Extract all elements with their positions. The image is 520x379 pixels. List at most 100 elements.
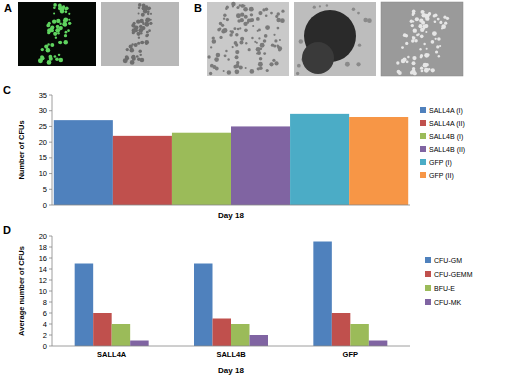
x-axis xyxy=(52,346,410,347)
photo-cell xyxy=(276,18,280,22)
photo-cell xyxy=(209,72,212,75)
y-axis-title: Average number of CFUs xyxy=(17,246,26,336)
photo-cell xyxy=(223,70,225,72)
photo-cell xyxy=(47,60,52,65)
photo-cell xyxy=(418,24,422,28)
photo-cell xyxy=(245,42,247,44)
photo-cell xyxy=(252,25,254,27)
legend: CFU-GMCFU-GEMMBFU-ECFU-MK xyxy=(425,257,473,306)
y-tick-label: 20 xyxy=(39,232,47,241)
photo-cell xyxy=(412,10,416,14)
photo-cell xyxy=(278,49,280,51)
photo-cell xyxy=(214,57,219,62)
photo-cell xyxy=(412,56,416,60)
photo-cell xyxy=(277,45,280,48)
photo-cell xyxy=(425,16,429,20)
photo-cell xyxy=(435,38,437,40)
photo-cell xyxy=(431,40,435,44)
legend-swatch xyxy=(420,107,426,113)
photo-cell xyxy=(138,49,142,53)
photo-cell xyxy=(439,45,441,47)
photo-cell xyxy=(434,20,437,23)
photo-cell xyxy=(54,55,57,58)
y-tick xyxy=(49,110,52,111)
y-tick xyxy=(49,302,52,303)
photo-cell xyxy=(65,7,68,10)
legend-swatch xyxy=(425,299,431,305)
photo-cell xyxy=(279,39,281,41)
photo-cell xyxy=(357,12,360,15)
photo-cell xyxy=(210,46,212,48)
photo-cell xyxy=(223,14,226,17)
photo-cell xyxy=(59,58,64,63)
legend-label: BFU-E xyxy=(434,285,455,292)
photo-cell xyxy=(296,72,299,75)
y-tick-label: 15 xyxy=(39,153,47,162)
photo-cell xyxy=(356,62,360,66)
photo-cell xyxy=(237,28,240,31)
photo-cell xyxy=(422,27,425,30)
y-tick-label: 16 xyxy=(39,254,47,263)
photo-cell xyxy=(426,48,428,50)
y-tick-label: 20 xyxy=(39,138,47,147)
y-tick-label: 5 xyxy=(43,185,47,194)
photo-cell xyxy=(235,70,240,75)
photo-cell xyxy=(441,24,446,29)
photo-cell xyxy=(55,37,57,39)
legend-swatch xyxy=(425,271,431,277)
photo-cell xyxy=(435,50,438,53)
photo-cell xyxy=(396,61,399,64)
bars xyxy=(75,242,388,347)
photo-cell xyxy=(142,22,144,24)
photo-cell xyxy=(132,55,136,59)
photo-colony-3 xyxy=(381,2,463,76)
legend-swatch xyxy=(425,257,431,263)
y-tick-label: 18 xyxy=(39,243,47,252)
y-tick-label: 35 xyxy=(39,91,47,100)
legend-swatch xyxy=(420,159,426,165)
photo-cell xyxy=(142,22,144,24)
photo-cell xyxy=(251,37,254,40)
y-axis-title: Number of CFUs xyxy=(17,120,26,179)
photo-cell xyxy=(219,36,222,39)
legend-label: SALL4B (I) xyxy=(429,133,463,141)
photo-cell xyxy=(58,54,60,56)
photo-cell xyxy=(132,31,135,34)
legend-label: GFP (II) xyxy=(429,172,454,180)
photo-cell xyxy=(352,7,355,10)
photo-cell xyxy=(345,62,350,67)
photo-cell xyxy=(217,28,220,31)
photo-colony-1 xyxy=(207,2,289,76)
photo-cell xyxy=(65,31,68,34)
photo-cell xyxy=(138,3,142,7)
photo-cell xyxy=(411,24,414,27)
photo-cell xyxy=(136,55,139,58)
photo-cell xyxy=(53,3,57,7)
photo-frame xyxy=(381,2,463,76)
photo-cell xyxy=(136,32,140,36)
photo-colony-2 xyxy=(294,2,376,76)
photo-cell xyxy=(58,41,61,44)
y-tick xyxy=(49,335,52,336)
legend-swatch xyxy=(420,120,426,126)
photo-cell xyxy=(313,6,316,9)
photo-cell xyxy=(125,56,129,60)
legend-label: CFU-MK xyxy=(434,299,462,306)
photo-cell xyxy=(273,44,276,47)
photo-cell xyxy=(423,43,426,46)
photo-cell xyxy=(401,59,406,64)
photo-cell xyxy=(297,64,301,68)
photo-cell xyxy=(137,42,140,45)
photo-cell xyxy=(239,41,243,45)
photo-cell xyxy=(129,45,133,49)
bar xyxy=(54,120,113,205)
legend-label: CFU-GEMM xyxy=(434,271,473,278)
photo-cell xyxy=(424,53,429,58)
photo-cell xyxy=(420,35,424,39)
photo-cell xyxy=(225,7,228,10)
y-tick xyxy=(49,236,52,237)
y-tick xyxy=(49,157,52,158)
y-tick-label: 2 xyxy=(43,331,47,340)
photo-cell xyxy=(419,48,421,50)
photo-cell xyxy=(126,48,129,51)
